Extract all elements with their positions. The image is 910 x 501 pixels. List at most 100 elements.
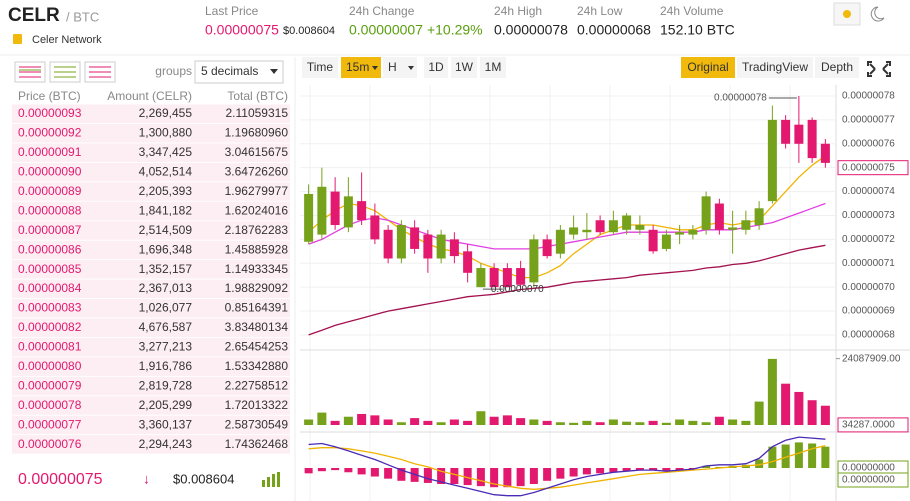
volume-bar [688,420,698,425]
candle-body [675,232,685,235]
macd-bar [808,443,817,468]
candle-body [794,124,804,144]
volume-bar [383,419,393,425]
orderbook-cell: 0.00000082 [18,320,82,334]
y-tick-label: 0.00000000 [842,463,895,474]
stat-value: 0.00000078 [494,22,568,38]
orderbook-cell: 1.19680960 [225,126,289,140]
stat-sub: $0.008604 [283,25,335,37]
macd-bar [662,468,671,472]
view-button[interactable] [681,57,735,78]
bars-icon [262,472,280,487]
macd-bar [384,468,393,479]
macd-bar [622,468,631,472]
view-button[interactable] [737,57,813,78]
orderbook-cell: 0.85164391 [225,301,289,315]
candle-body [582,229,592,233]
stat-value: 0.00000068 [577,22,651,38]
last-price-label: 0.00000075 [842,162,895,173]
macd-bar [516,468,525,487]
macd-bar [463,468,472,486]
view-button[interactable] [815,57,859,78]
orderbook-cell: 1.72013322 [225,398,289,412]
orderbook-cell: 2,819,728 [139,378,193,392]
y-tick-label: 0.00000073 [842,210,895,221]
orderbook-cell: 3.64726260 [225,165,289,179]
column-header: Amount (CELR) [107,89,192,103]
price-arrow: ↓ [143,471,150,487]
interval-button[interactable] [341,57,381,78]
row-bg [12,299,290,318]
y-tick-label: 0.00000068 [842,330,895,341]
volume-bar [807,400,817,425]
interval-button[interactable] [424,57,448,78]
stat-label: 24h Low [577,4,623,18]
row-bg [12,182,290,201]
stat-label: 24h Change [349,4,415,18]
row-bg [12,318,290,337]
candle-body [728,227,738,230]
current-box [837,472,909,488]
orderbook-cell: 2,269,455 [139,106,193,120]
orderbook-cell: 2,205,393 [139,184,193,198]
candle-body [767,119,777,202]
orderbook-cell: 4,676,587 [139,320,193,334]
decimals-select[interactable] [194,60,284,84]
interval-button[interactable] [451,57,477,78]
tick-box [837,417,909,433]
orderbook-cell: 1,841,182 [139,203,193,217]
row-bg [12,337,290,357]
macd-bar [635,468,644,471]
volume-bar [476,411,486,425]
view-label: Original [687,60,728,74]
volume-bar [595,422,605,425]
macd-bar [543,468,552,481]
volume-bar [529,419,539,425]
y-tick-label: 24087909.00 [842,353,901,364]
candle-body [807,119,817,159]
symbol: CELR [8,5,60,26]
orderbook-cell: 2.58730549 [225,417,289,431]
row-bg [12,221,290,240]
caret [372,66,378,70]
volume-bar [608,419,618,425]
volume-bar [489,416,499,425]
orderbook-cell: 3,360,137 [139,417,193,431]
volume-bar [661,422,671,425]
volume-bar [675,419,685,425]
candle-body [648,229,658,252]
volume-bar [582,420,592,425]
orderbook-cell: 0.00000089 [18,184,82,198]
groups-label: groups [155,64,192,78]
dark-theme[interactable] [870,6,885,22]
orderbook-cell: 3,347,425 [139,145,193,159]
interval-label: H [388,60,397,74]
orderbook-cell: 0.00000084 [18,281,82,295]
orderbook-cell: 1,916,786 [139,359,193,373]
stat-label: Last Price [205,4,259,18]
row-bg [12,143,290,162]
row-bg [12,279,290,299]
fullscreen-icon[interactable] [867,61,891,77]
macd-bar [423,468,432,483]
macd-bar [304,468,313,474]
interval-button[interactable] [302,57,338,78]
volume-bar [330,420,340,425]
candle-body [410,227,420,249]
stat-value: 152.10 BTC [660,22,735,38]
interval-button[interactable] [480,57,506,78]
last-usd: $0.008604 [173,471,234,486]
orderbook-cell: 0.00000086 [18,242,82,256]
last-price: 0.00000075 [18,471,103,488]
orderbook-cell: 1.45885928 [225,242,289,256]
quote: / BTC [66,9,99,24]
candle-body [436,234,446,259]
orderbook-cell: 0.00000091 [18,145,82,159]
row-bg [12,162,290,182]
layout-icons[interactable] [14,61,116,83]
orderbook-cell: 0.00000088 [18,203,82,217]
row-bg [12,396,290,415]
candle-body [754,208,764,226]
interval-button[interactable] [383,57,417,78]
volume-bar [701,422,711,425]
